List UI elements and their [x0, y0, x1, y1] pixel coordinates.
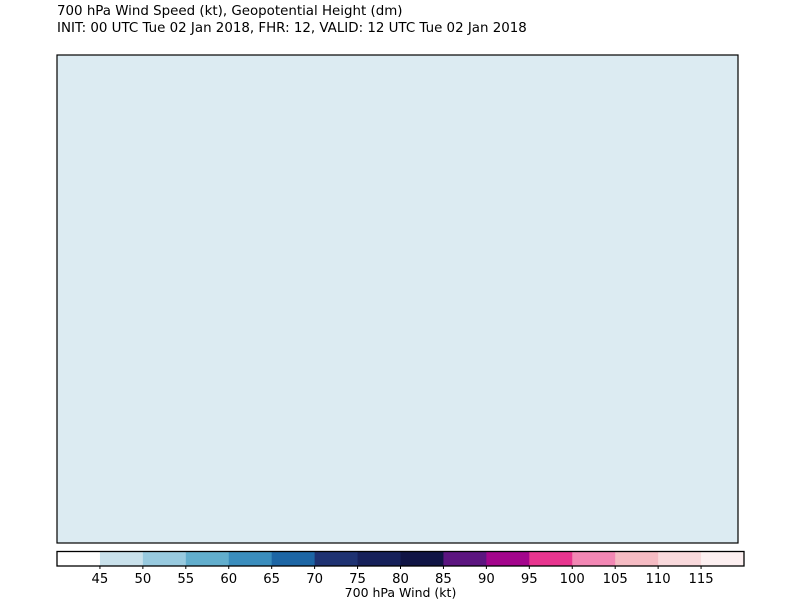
colorbar-segment	[357, 551, 401, 566]
colorbar-tick-label: 45	[92, 572, 109, 587]
figure-subtitle: INIT: 00 UTC Tue 02 Jan 2018, FHR: 12, V…	[57, 20, 527, 36]
colorbar-segment	[185, 551, 230, 566]
colorbar-segment	[701, 551, 745, 566]
colorbar-tick-label: 55	[177, 572, 194, 587]
colorbar-segment	[486, 551, 530, 566]
colorbar-tick-label: 70	[306, 572, 323, 587]
colorbar-segment	[400, 551, 444, 566]
colorbar-segment	[658, 551, 702, 566]
map-frame	[56, 54, 739, 544]
colorbar-segment	[529, 551, 573, 566]
colorbar-segment	[271, 551, 316, 566]
colorbar-axis-label: 700 hPa Wind (kt)	[345, 585, 457, 600]
colorbar-segment	[443, 551, 487, 566]
colorbar-tick-label: 100	[560, 572, 585, 587]
colorbar-tick-label: 85	[435, 572, 452, 587]
colorbar-tick-label: 90	[478, 572, 495, 587]
colorbar-tick-label: 60	[220, 572, 237, 587]
colorbar-tick-label: 105	[603, 572, 628, 587]
windspeed-fill-45-50	[57, 55, 738, 543]
colorbar-tick-label: 110	[646, 572, 671, 587]
colorbar: 45 50 55 60 65 70 75 80 85 90 95 100 105 110 115 700 hP…	[56, 550, 745, 600]
colorbar-tick-label: 80	[392, 572, 409, 587]
colorbar-tick-label: 65	[263, 572, 280, 587]
colorbar-segment	[142, 551, 187, 566]
figure-title: 700 hPa Wind Speed (kt), Geopotential He…	[57, 4, 403, 19]
colorbar-tick-label: 50	[134, 572, 151, 587]
colorbar-tick-label: 75	[349, 572, 366, 587]
colorbar-tick-label: 115	[688, 572, 713, 587]
colorbar-segment	[57, 551, 101, 566]
colorbar-tick-label: 95	[521, 572, 538, 587]
colorbar-segment	[314, 551, 359, 566]
colorbar-segment	[572, 551, 616, 566]
colorbar-segment	[228, 551, 273, 566]
colorbar-segment	[615, 551, 659, 566]
colorbar-segment	[99, 551, 144, 566]
figure-header: 700 hPa Wind Speed (kt), Geopotential He…	[57, 4, 527, 37]
